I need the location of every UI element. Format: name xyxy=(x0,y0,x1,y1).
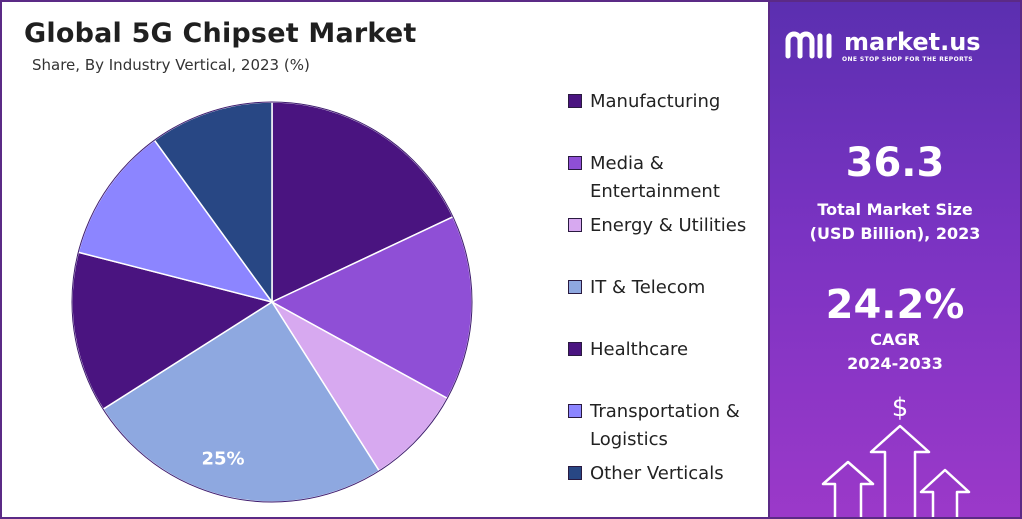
pie-outline xyxy=(71,101,473,503)
legend-swatch xyxy=(568,280,582,294)
legend-label: Other Verticals xyxy=(590,460,768,488)
cagr-value: 24.2% xyxy=(825,282,965,328)
legend-label-line: Energy & Utilities xyxy=(590,215,747,236)
cagr-label: CAGR 2024-2033 xyxy=(770,328,1020,376)
legend-label: Transportation & Logistics xyxy=(590,398,768,454)
market-size-label-line-2: (USD Billion), 2023 xyxy=(809,224,981,243)
market-size-label: Total Market Size (USD Billion), 2023 xyxy=(770,198,1020,246)
legend-swatch xyxy=(568,342,582,356)
legend-label: Manufacturing xyxy=(590,88,768,116)
legend-label-line: Manufacturing xyxy=(590,91,721,112)
legend-label: IT & Telecom xyxy=(590,274,768,302)
cagr-label-line-1: CAGR xyxy=(870,330,920,349)
legend-label: Media & Entertainment xyxy=(590,150,768,206)
legend-label-line: IT & Telecom xyxy=(590,277,706,298)
legend-swatch xyxy=(568,218,582,232)
legend-swatch xyxy=(568,466,582,480)
legend-label-line: Transportation & xyxy=(590,401,740,422)
chart-panel: Global 5G Chipset Market Share, By Indus… xyxy=(0,0,768,519)
legend-swatch xyxy=(568,156,582,170)
legend-swatch xyxy=(568,94,582,108)
pie-data-label: 25% xyxy=(201,448,244,469)
legend-label-line: Media & xyxy=(590,153,664,174)
legend-label: Energy & Utilities xyxy=(590,212,768,240)
stats-panel: market.us ONE STOP SHOP FOR THE REPORTS … xyxy=(768,0,1022,519)
legend-label-line: Logistics xyxy=(590,429,668,450)
brand-name: market.us xyxy=(844,28,981,56)
pie-chart: 25% xyxy=(71,101,473,503)
legend-label: Healthcare xyxy=(590,336,768,364)
legend-swatch xyxy=(568,404,582,418)
chart-title: Global 5G Chipset Market xyxy=(24,18,417,49)
market-size-label-line-1: Total Market Size xyxy=(817,200,973,219)
chart-subtitle: Share, By Industry Vertical, 2023 (%) xyxy=(32,56,310,74)
growth-arrows-icon: $ xyxy=(821,393,971,517)
legend-label-line: Healthcare xyxy=(590,339,689,360)
legend-label-line: Entertainment xyxy=(590,181,720,202)
brand: market.us ONE STOP SHOP FOR THE REPORTS xyxy=(784,26,1014,66)
legend-label-line: Other Verticals xyxy=(590,463,724,484)
market-us-logo-icon xyxy=(785,31,832,59)
brand-tagline: ONE STOP SHOP FOR THE REPORTS xyxy=(842,56,974,63)
dollar-icon: $ xyxy=(892,393,909,423)
market-size-value: 36.3 xyxy=(845,140,945,186)
cagr-label-line-2: 2024-2033 xyxy=(847,354,943,373)
